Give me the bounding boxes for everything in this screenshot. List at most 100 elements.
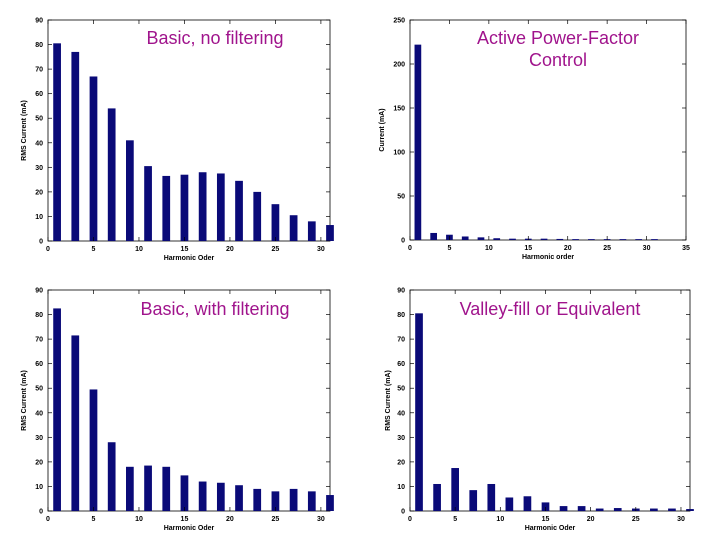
y-tick-label: 60: [397, 361, 405, 368]
y-tick-label: 80: [35, 312, 43, 319]
bar-h31: [326, 225, 334, 241]
bar-h1: [53, 43, 61, 241]
bar-h19: [216, 173, 225, 241]
bar-h9: [126, 466, 134, 511]
x-tick-label: 10: [135, 246, 143, 253]
bar-h23: [253, 191, 262, 241]
chart-panel-4: 0 10 20 30 40 50 60 70 80 90 0 5 10 15 20 25 30 Harmonic …: [385, 288, 694, 532]
x-tick-label: 30: [677, 516, 685, 523]
x-tick-label: 15: [542, 516, 550, 523]
bar-h19: [556, 238, 564, 240]
chart-panel-2: 0 50 100 150 200 250 0 5 10 15 20 25 30 35 Harmonic or…: [379, 18, 690, 262]
bar-h11: [493, 238, 501, 240]
bar-h27: [650, 508, 658, 511]
bar-h13: [162, 466, 171, 511]
bar-h17: [559, 506, 568, 511]
bar-h11: [144, 465, 152, 511]
x-tick-label: 0: [408, 516, 412, 523]
x-tick-label: 5: [447, 245, 451, 252]
y-tick-label: 20: [397, 459, 405, 466]
bar-h13: [509, 238, 516, 240]
x-tick-label: 25: [272, 246, 280, 253]
y-tick-label: 50: [397, 386, 405, 393]
y-tick-label: 60: [35, 361, 43, 368]
x-tick-label: 15: [524, 245, 532, 252]
y-tick-label: 10: [35, 484, 43, 491]
bar-h5: [89, 76, 98, 241]
bar-h7: [461, 236, 469, 240]
y-tick-label: 30: [35, 435, 43, 442]
y-tick-label: 0: [401, 509, 405, 516]
bar-h23: [613, 508, 622, 511]
chart-title: Basic, no filtering: [146, 28, 283, 48]
y-tick-label: 70: [397, 337, 405, 344]
bar-h3: [430, 232, 438, 240]
y-tick-label: 40: [35, 140, 43, 147]
bar-h21: [572, 239, 579, 240]
x-tick-label: 5: [92, 246, 96, 253]
bar-h5: [451, 468, 459, 511]
bar-h21: [235, 180, 243, 241]
bar-h13: [523, 496, 532, 511]
plot-frame: [409, 289, 691, 512]
chart-title-line: Basic, no filtering: [146, 28, 283, 48]
y-tick-label: 20: [35, 189, 43, 196]
y-tick-label: 100: [393, 150, 405, 157]
y-tick-label: 150: [393, 106, 405, 113]
x-axis-label: Harmonic Oder: [164, 525, 215, 532]
bar-h7: [107, 108, 116, 242]
bar-h29: [668, 508, 676, 511]
bar-h9: [477, 237, 485, 240]
bar-h5: [89, 389, 98, 511]
y-tick-label: 200: [393, 62, 405, 69]
bar-h11: [144, 166, 152, 241]
y-tick-label: 30: [35, 165, 43, 172]
x-tick-label: 20: [564, 245, 572, 252]
chart-title: Active Power-Factor Control: [477, 28, 639, 70]
bar-h3: [433, 483, 441, 511]
bar-h1: [415, 313, 423, 511]
y-tick-label: 50: [35, 116, 43, 123]
bar-h19: [216, 482, 225, 511]
chart-title-line: Control: [529, 50, 587, 70]
y-tick-label: 0: [401, 238, 405, 245]
bar-h27: [289, 215, 298, 241]
bar-h23: [253, 488, 262, 511]
bar-h3: [71, 335, 80, 511]
bar-h23: [588, 239, 595, 240]
y-tick-label: 10: [35, 214, 43, 221]
chart-title: Basic, with filtering: [140, 299, 289, 319]
y-tick-label: 90: [397, 288, 405, 295]
y-tick-label: 60: [35, 91, 43, 98]
x-tick-label: 15: [181, 246, 189, 253]
bar-h31: [326, 495, 334, 511]
bar-h7: [107, 442, 116, 511]
y-tick-label: 10: [397, 484, 405, 491]
plot-frame: [47, 19, 331, 242]
plot-frame: [47, 289, 331, 512]
bar-h19: [577, 506, 586, 511]
x-tick-label: 25: [603, 245, 611, 252]
x-tick-label: 0: [46, 516, 50, 523]
x-tick-label: 15: [181, 516, 189, 523]
y-tick-label: 250: [393, 18, 405, 25]
x-tick-label: 25: [632, 516, 640, 523]
x-tick-label: 10: [135, 516, 143, 523]
y-tick-label: 40: [35, 410, 43, 417]
x-axis-label: Harmonic Oder: [164, 255, 215, 262]
y-axis-label: RMS Current (mA): [385, 370, 392, 431]
y-tick-label: 80: [397, 312, 405, 319]
bar-h29: [307, 221, 316, 241]
y-tick-label: 0: [39, 509, 43, 516]
bar-h11: [505, 497, 514, 511]
bar-h25: [271, 204, 280, 241]
bar-h9: [487, 483, 496, 511]
y-tick-label: 70: [35, 337, 43, 344]
bar-h25: [271, 491, 280, 511]
chart-panel-1: 0 10 20 30 40 50 60 70 80 90 0 5 10 15 20 25 30 Harmonic …: [21, 18, 334, 262]
chart-title-line: Basic, with filtering: [140, 299, 289, 319]
y-tick-label: 0: [39, 239, 43, 246]
x-tick-label: 30: [317, 246, 325, 253]
bar-h7: [469, 490, 478, 511]
y-tick-label: 50: [35, 386, 43, 393]
